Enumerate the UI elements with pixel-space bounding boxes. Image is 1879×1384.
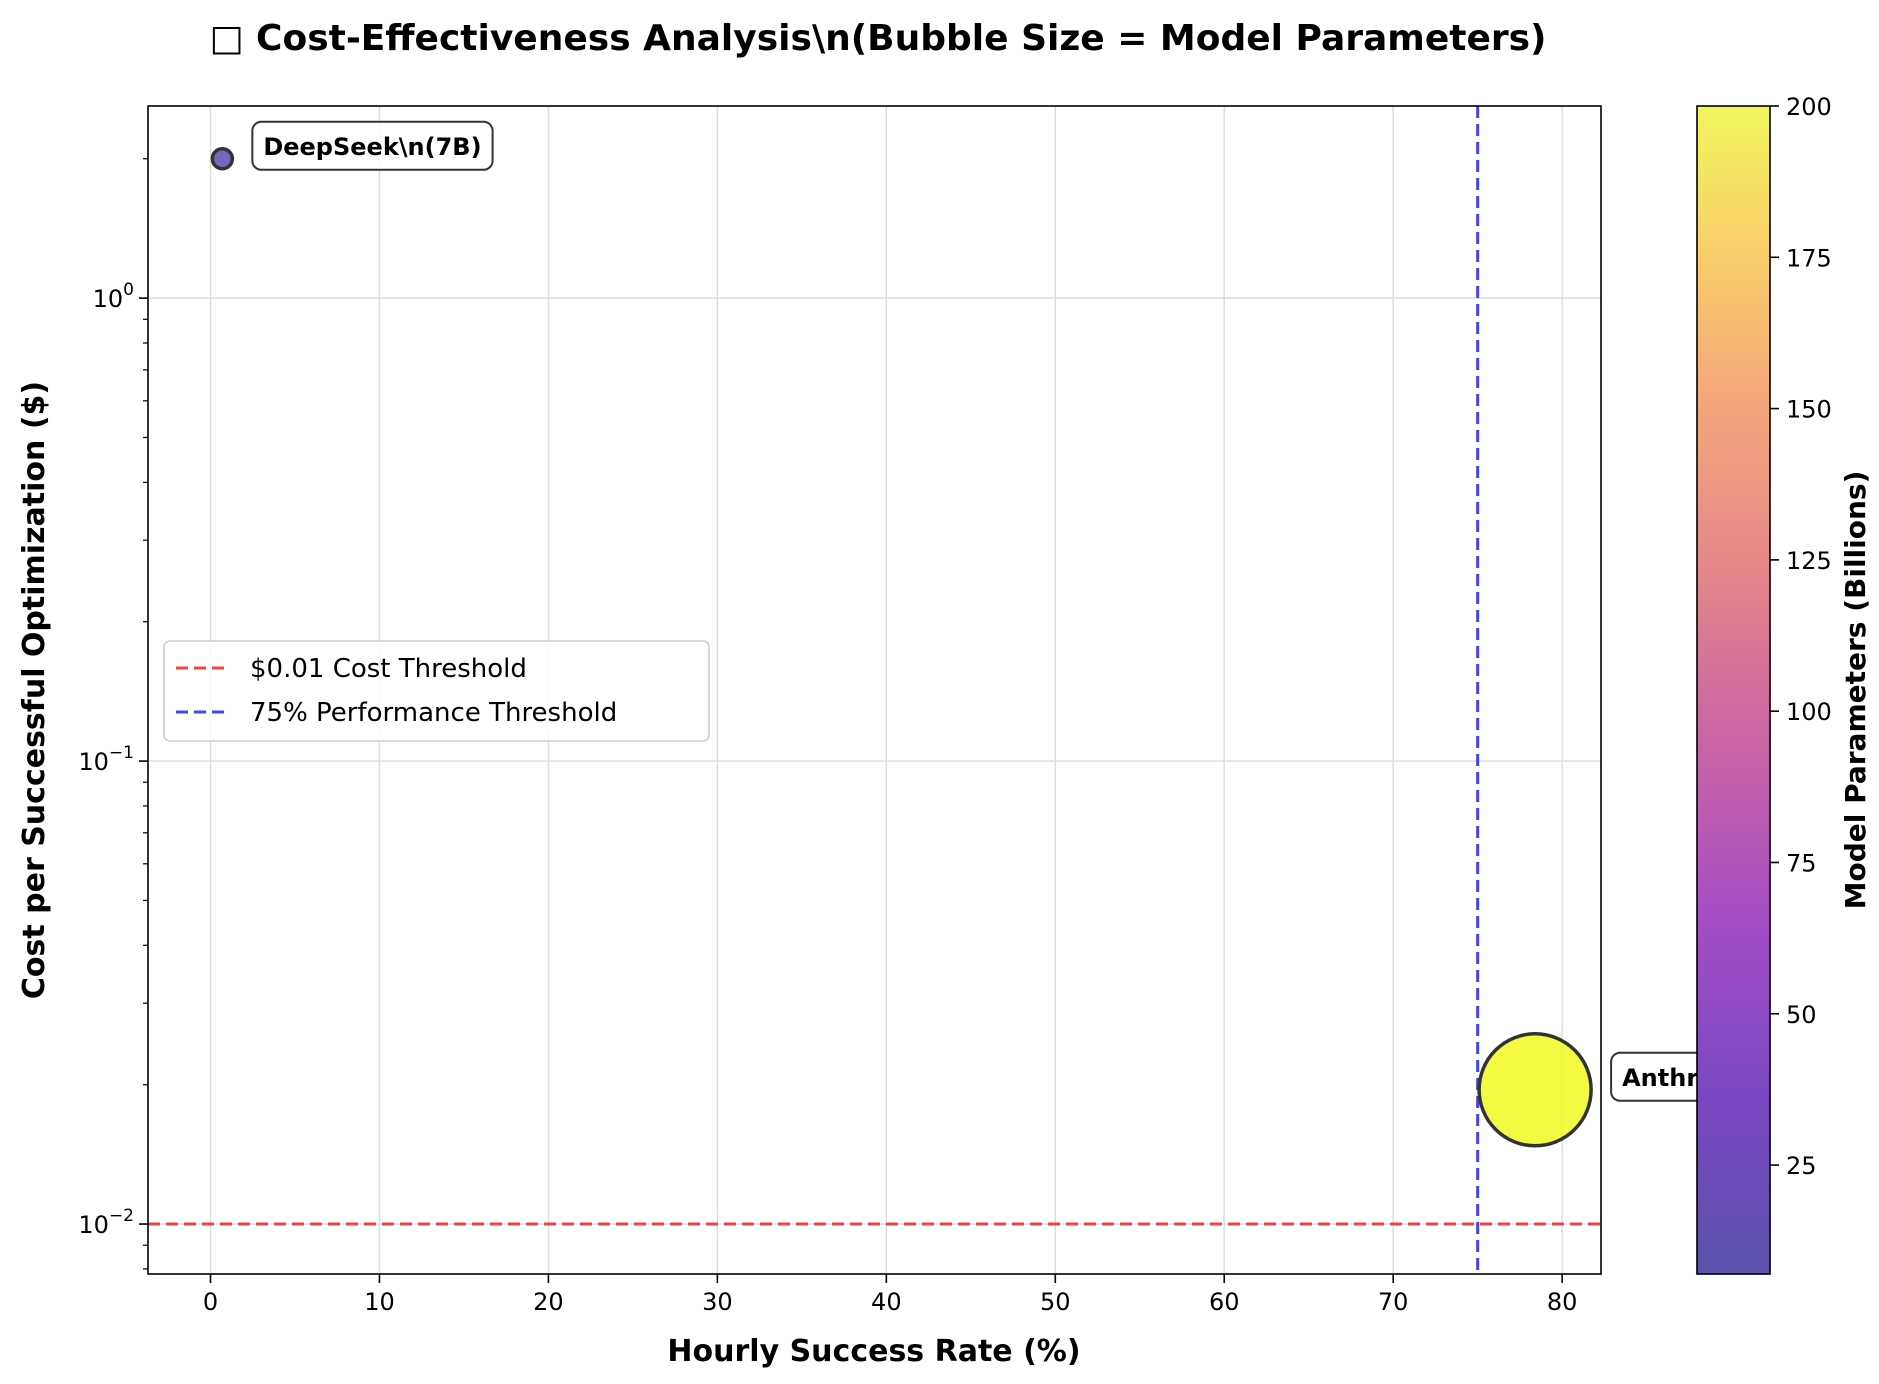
y-tick-label: 10−2 [78, 1206, 134, 1239]
x-tick-label: 20 [533, 1288, 564, 1316]
x-tick-label: 0 [203, 1288, 218, 1316]
colorbar-tick-label: 200 [1786, 93, 1832, 121]
colorbar-tick-label: 25 [1786, 1152, 1817, 1180]
colorbar-tick-label: 75 [1786, 849, 1817, 877]
x-tick-label: 50 [1040, 1288, 1071, 1316]
data-points [210, 147, 1593, 1148]
colorbar-tick-label: 50 [1786, 1001, 1817, 1029]
annotation-box [251, 120, 494, 171]
colorbar-label: Model Parameters (Billions) [1839, 471, 1872, 910]
colorbar-tick-label: 125 [1786, 547, 1832, 575]
x-tick-label: 10 [364, 1288, 395, 1316]
x-axis-label: Hourly Success Rate (%) [667, 1334, 1080, 1369]
y-tick-base: 10 [93, 285, 124, 313]
x-tick-label: 60 [1209, 1288, 1240, 1316]
y-tick-exponent: 0 [123, 280, 134, 300]
annotation-0: DeepSeek\n(7B) [251, 120, 494, 171]
reference-lines [148, 106, 1601, 1274]
annotation-label: DeepSeek\n(7B) [263, 133, 481, 161]
colorbar-tick-label: 100 [1786, 698, 1832, 726]
y-tick-base: 10 [78, 1211, 109, 1239]
x-tick-label: 40 [871, 1288, 902, 1316]
x-tick-label: 70 [1378, 1288, 1409, 1316]
x-tick-label: 80 [1547, 1288, 1578, 1316]
legend: $0.01 Cost Threshold 75% Performance Thre… [163, 640, 710, 742]
colorbar-tick-label: 150 [1786, 396, 1832, 424]
chart-title: □ Cost-Effectiveness Analysis\n(Bubble S… [210, 18, 1547, 59]
y-axis-label: Cost per Successful Optimization ($) [17, 381, 52, 999]
x-tick-label: 30 [702, 1288, 733, 1316]
colorbar-gradient [1696, 105, 1771, 1275]
legend-box [163, 640, 710, 742]
y-tick-exponent: −2 [109, 1206, 134, 1226]
y-tick-base: 10 [78, 748, 109, 776]
colorbar-tick-label: 175 [1786, 244, 1832, 272]
plot-frame [147, 105, 1602, 1275]
y-tick-exponent: −1 [109, 743, 134, 763]
data-point-1 [1477, 1032, 1593, 1148]
data-point-0 [210, 147, 235, 171]
legend-entry: 75% Performance Threshold [250, 698, 617, 728]
legend-entry: $0.01 Cost Threshold [250, 654, 527, 684]
y-tick-label: 10−1 [78, 743, 134, 776]
y-tick-label: 100 [93, 280, 134, 313]
colorbar-ticks: 25 50 75 100 125 150 175 200 [1770, 93, 1832, 1180]
